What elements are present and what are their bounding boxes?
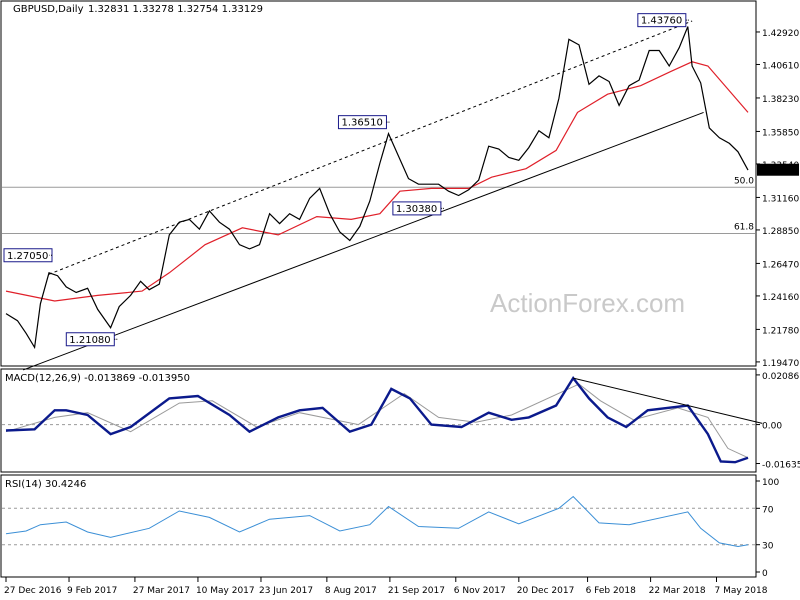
time-axis-label: 23 Jun 2017 — [259, 586, 313, 596]
time-axis-label: 22 Mar 2018 — [649, 586, 706, 596]
time-axis-label: 8 Aug 2017 — [325, 586, 377, 596]
fib-level-label: 50.0 — [734, 176, 754, 186]
fib-level-label: 61.8 — [734, 222, 754, 232]
time-axis-label: 6 Nov 2017 — [454, 586, 506, 596]
upper-channel-line — [48, 20, 693, 275]
time-axis-label: 21 Sep 2017 — [388, 586, 445, 596]
price-axis-label: 1.40610 — [762, 61, 799, 71]
price-axis-label: 1.24160 — [762, 293, 799, 303]
price-annotation-label: 1.27050 — [7, 251, 48, 262]
macd-axis-label: 0.020861 — [762, 372, 800, 382]
macd-title: MACD(12,26,9) -0.013869 -0.013950 — [5, 373, 190, 384]
price-annotation-label: 1.43760 — [641, 16, 682, 27]
price-line — [5, 26, 749, 350]
price-axis-label: 1.35850 — [762, 128, 799, 138]
price-panel — [0, 0, 757, 367]
macd-axis-label: -0.016357 — [762, 461, 800, 471]
time-axis-label: 20 Dec 2017 — [517, 586, 575, 596]
time-axis-label: 9 Feb 2017 — [67, 586, 117, 596]
price-axis-label: 1.26470 — [762, 260, 799, 270]
time-axis-label: 27 Mar 2017 — [133, 586, 190, 596]
rsi-axis-label: 0 — [762, 569, 768, 579]
price-annotation-label: 1.30380 — [396, 204, 437, 215]
symbol-label: GBPUSD,Daily — [13, 4, 84, 15]
macd-signal-line — [5, 383, 749, 459]
rsi-title: RSI(14) 30.4246 — [5, 479, 86, 490]
watermark: ActionForex.com — [490, 288, 685, 318]
rsi-axis-label: 70 — [762, 505, 774, 515]
macd-line — [5, 376, 749, 464]
time-axis-label: 7 May 2018 — [714, 586, 767, 596]
rsi-axis-label: 100 — [762, 478, 779, 488]
price-axis-label: 1.21780 — [762, 326, 799, 336]
macd-panel — [0, 368, 757, 473]
price-axis-label: 1.42920 — [762, 29, 799, 39]
price-axis-label: 1.38230 — [762, 95, 799, 105]
price-annotation-label: 1.21080 — [69, 335, 110, 346]
rsi-panel — [0, 474, 757, 578]
last-price-label: 1.33129 — [761, 167, 798, 177]
price-axis-label: 1.28850 — [762, 227, 799, 237]
rsi-axis-label: 30 — [762, 542, 774, 552]
rsi-line — [5, 495, 749, 548]
time-axis-label: 27 Dec 2016 — [4, 586, 62, 596]
macd-trendline — [573, 377, 763, 424]
time-axis-label: 6 Feb 2018 — [586, 586, 637, 596]
last-price-badge — [757, 163, 799, 176]
price-annotation-label: 1.36510 — [341, 118, 382, 129]
sma-line — [5, 61, 749, 302]
price-axis-label: 1.31160 — [762, 194, 799, 204]
price-axis-label: 1.19470 — [762, 359, 799, 369]
support-trendline — [23, 111, 704, 371]
ohlc-label: 1.32831 1.33278 1.32754 1.33129 — [88, 4, 263, 15]
time-axis-label: 10 May 2017 — [196, 586, 255, 596]
macd-axis-label: 0.00 — [762, 422, 782, 432]
